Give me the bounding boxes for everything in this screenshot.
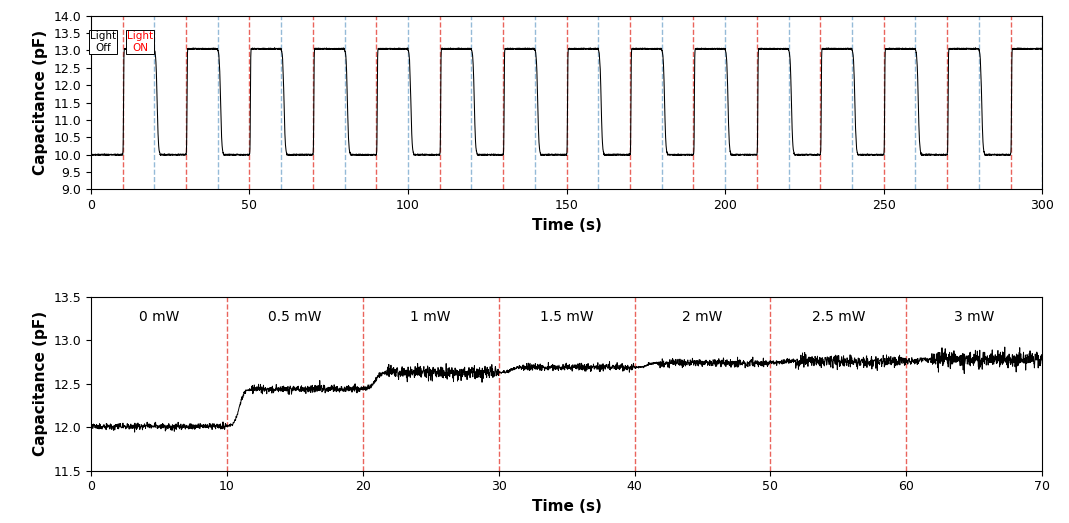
- Y-axis label: Capacitance (pF): Capacitance (pF): [33, 30, 48, 175]
- X-axis label: Time (s): Time (s): [531, 499, 602, 514]
- Y-axis label: Capacitance (pF): Capacitance (pF): [33, 311, 48, 457]
- Text: 0.5 mW: 0.5 mW: [268, 310, 322, 324]
- Text: 1 mW: 1 mW: [410, 310, 451, 324]
- X-axis label: Time (s): Time (s): [531, 218, 602, 233]
- Text: 3 mW: 3 mW: [955, 310, 994, 324]
- Text: 1.5 mW: 1.5 mW: [540, 310, 593, 324]
- Text: Light
Off: Light Off: [90, 31, 117, 52]
- Text: Light
ON: Light ON: [127, 31, 153, 52]
- Text: 0 mW: 0 mW: [139, 310, 179, 324]
- Text: 2 mW: 2 mW: [682, 310, 723, 324]
- Text: 2.5 mW: 2.5 mW: [811, 310, 865, 324]
